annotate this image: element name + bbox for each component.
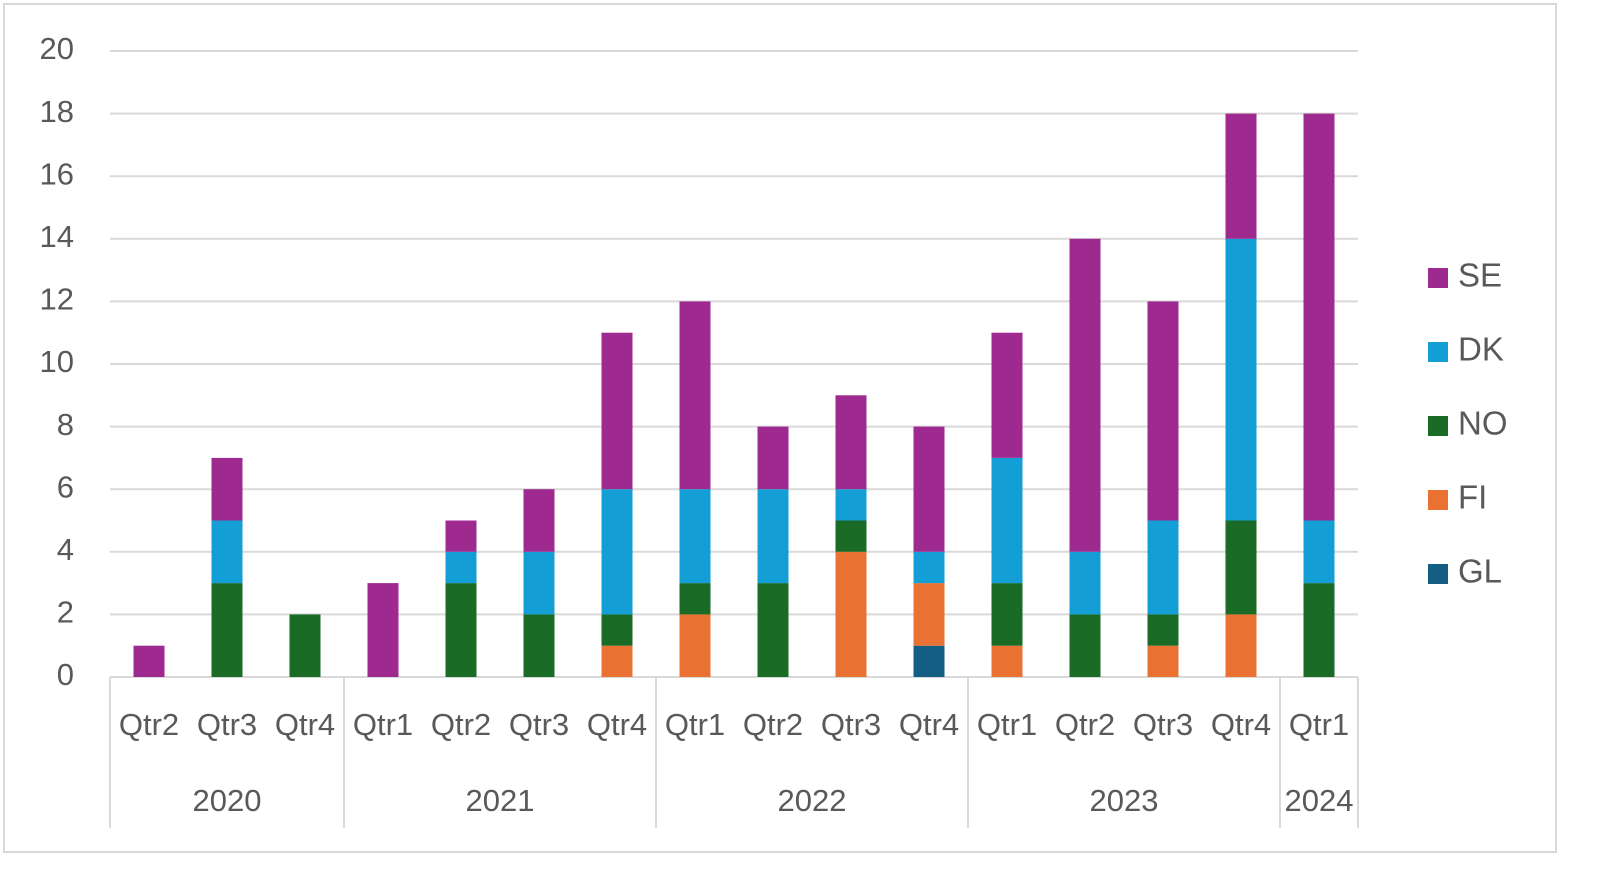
x-tick-label: Qtr2 [1055, 707, 1115, 742]
bar-segment [757, 583, 789, 677]
x-tick-label: Qtr4 [275, 707, 335, 742]
bar-segment [133, 645, 165, 677]
group-label: 2024 [1285, 783, 1354, 818]
bar-segment [523, 614, 555, 677]
bar-segment [445, 551, 477, 584]
y-tick-label: 12 [40, 282, 74, 317]
bar-segment [1225, 520, 1257, 615]
bar-segment [1147, 614, 1179, 646]
x-tick-label: Qtr2 [743, 707, 803, 742]
bar-segment [991, 332, 1023, 458]
bar-segment [835, 551, 867, 677]
group-label: 2022 [778, 783, 847, 818]
bar-segment [991, 457, 1023, 584]
bar-segment [679, 301, 711, 490]
x-tick-label: Qtr4 [899, 707, 959, 742]
bar-segment [757, 489, 789, 584]
bar-segment [913, 426, 945, 552]
bar-segment [991, 583, 1023, 646]
bar-segment [523, 489, 555, 552]
bar-segment [445, 520, 477, 552]
group-label: 2021 [466, 783, 535, 818]
bar-segment [445, 583, 477, 677]
bar-segment [991, 645, 1023, 677]
x-tick-label: Qtr1 [977, 707, 1037, 742]
bar-segment [679, 583, 711, 615]
x-tick-label: Qtr1 [1289, 707, 1349, 742]
y-tick-label: 10 [40, 344, 74, 379]
legend-swatch [1428, 342, 1448, 362]
legend-label: SE [1458, 257, 1502, 294]
bar-segment [289, 614, 321, 677]
x-tick-label: Qtr1 [353, 707, 413, 742]
legend-label: GL [1458, 553, 1502, 590]
legend-label: NO [1458, 405, 1508, 442]
bar-segment [1147, 645, 1179, 677]
bar-segment [679, 489, 711, 584]
legend-swatch [1428, 490, 1448, 510]
bar-segment [1147, 520, 1179, 615]
legend-swatch [1428, 268, 1448, 288]
legend-swatch [1428, 564, 1448, 584]
x-tick-label: Qtr3 [1133, 707, 1193, 742]
group-label: 2020 [193, 783, 262, 818]
bar-segment [913, 645, 945, 677]
bar-segment [367, 583, 399, 677]
bar-segment [1147, 301, 1179, 521]
y-tick-label: 2 [57, 595, 74, 630]
bar-segment [1225, 614, 1257, 677]
bar-segment [601, 614, 633, 646]
x-tick-label: Qtr3 [509, 707, 569, 742]
legend-label: FI [1458, 479, 1487, 516]
legend-swatch [1428, 416, 1448, 436]
y-tick-label: 18 [40, 94, 74, 129]
x-tick-label: Qtr2 [431, 707, 491, 742]
bar-segment [1069, 614, 1101, 677]
bar-segment [757, 426, 789, 490]
bar-segment [1303, 583, 1335, 677]
bar-segment [913, 583, 945, 646]
bar-segment [835, 489, 867, 521]
bar-segment [211, 520, 243, 584]
bar-segment [1069, 238, 1101, 552]
bar-segment [835, 520, 867, 552]
bar-segment [523, 551, 555, 615]
x-tick-label: Qtr4 [587, 707, 647, 742]
group-label: 2023 [1090, 783, 1159, 818]
bar-segment [1303, 113, 1335, 521]
y-tick-label: 14 [40, 219, 74, 254]
y-tick-label: 0 [57, 657, 74, 692]
bar-segment [679, 614, 711, 677]
bar-segment [601, 645, 633, 677]
bar-segment [211, 457, 243, 521]
x-tick-label: Qtr2 [119, 707, 179, 742]
bar-segment [601, 489, 633, 615]
bar-segment [1225, 113, 1257, 239]
bar-segment [913, 551, 945, 584]
x-tick-label: Qtr3 [197, 707, 257, 742]
x-tick-label: Qtr4 [1211, 707, 1271, 742]
y-tick-label: 8 [57, 407, 74, 442]
x-tick-label: Qtr1 [665, 707, 725, 742]
y-tick-label: 16 [40, 156, 74, 191]
bar-segment [1069, 551, 1101, 615]
y-tick-label: 20 [40, 31, 74, 66]
x-tick-label: Qtr3 [821, 707, 881, 742]
bar-segment [1303, 520, 1335, 584]
bar-segment [1225, 238, 1257, 521]
bar-segment [601, 332, 633, 490]
bar-segment [211, 583, 243, 677]
y-tick-label: 4 [57, 532, 74, 567]
bar-segment [835, 395, 867, 490]
y-tick-label: 6 [57, 469, 74, 504]
legend-label: DK [1458, 331, 1504, 368]
